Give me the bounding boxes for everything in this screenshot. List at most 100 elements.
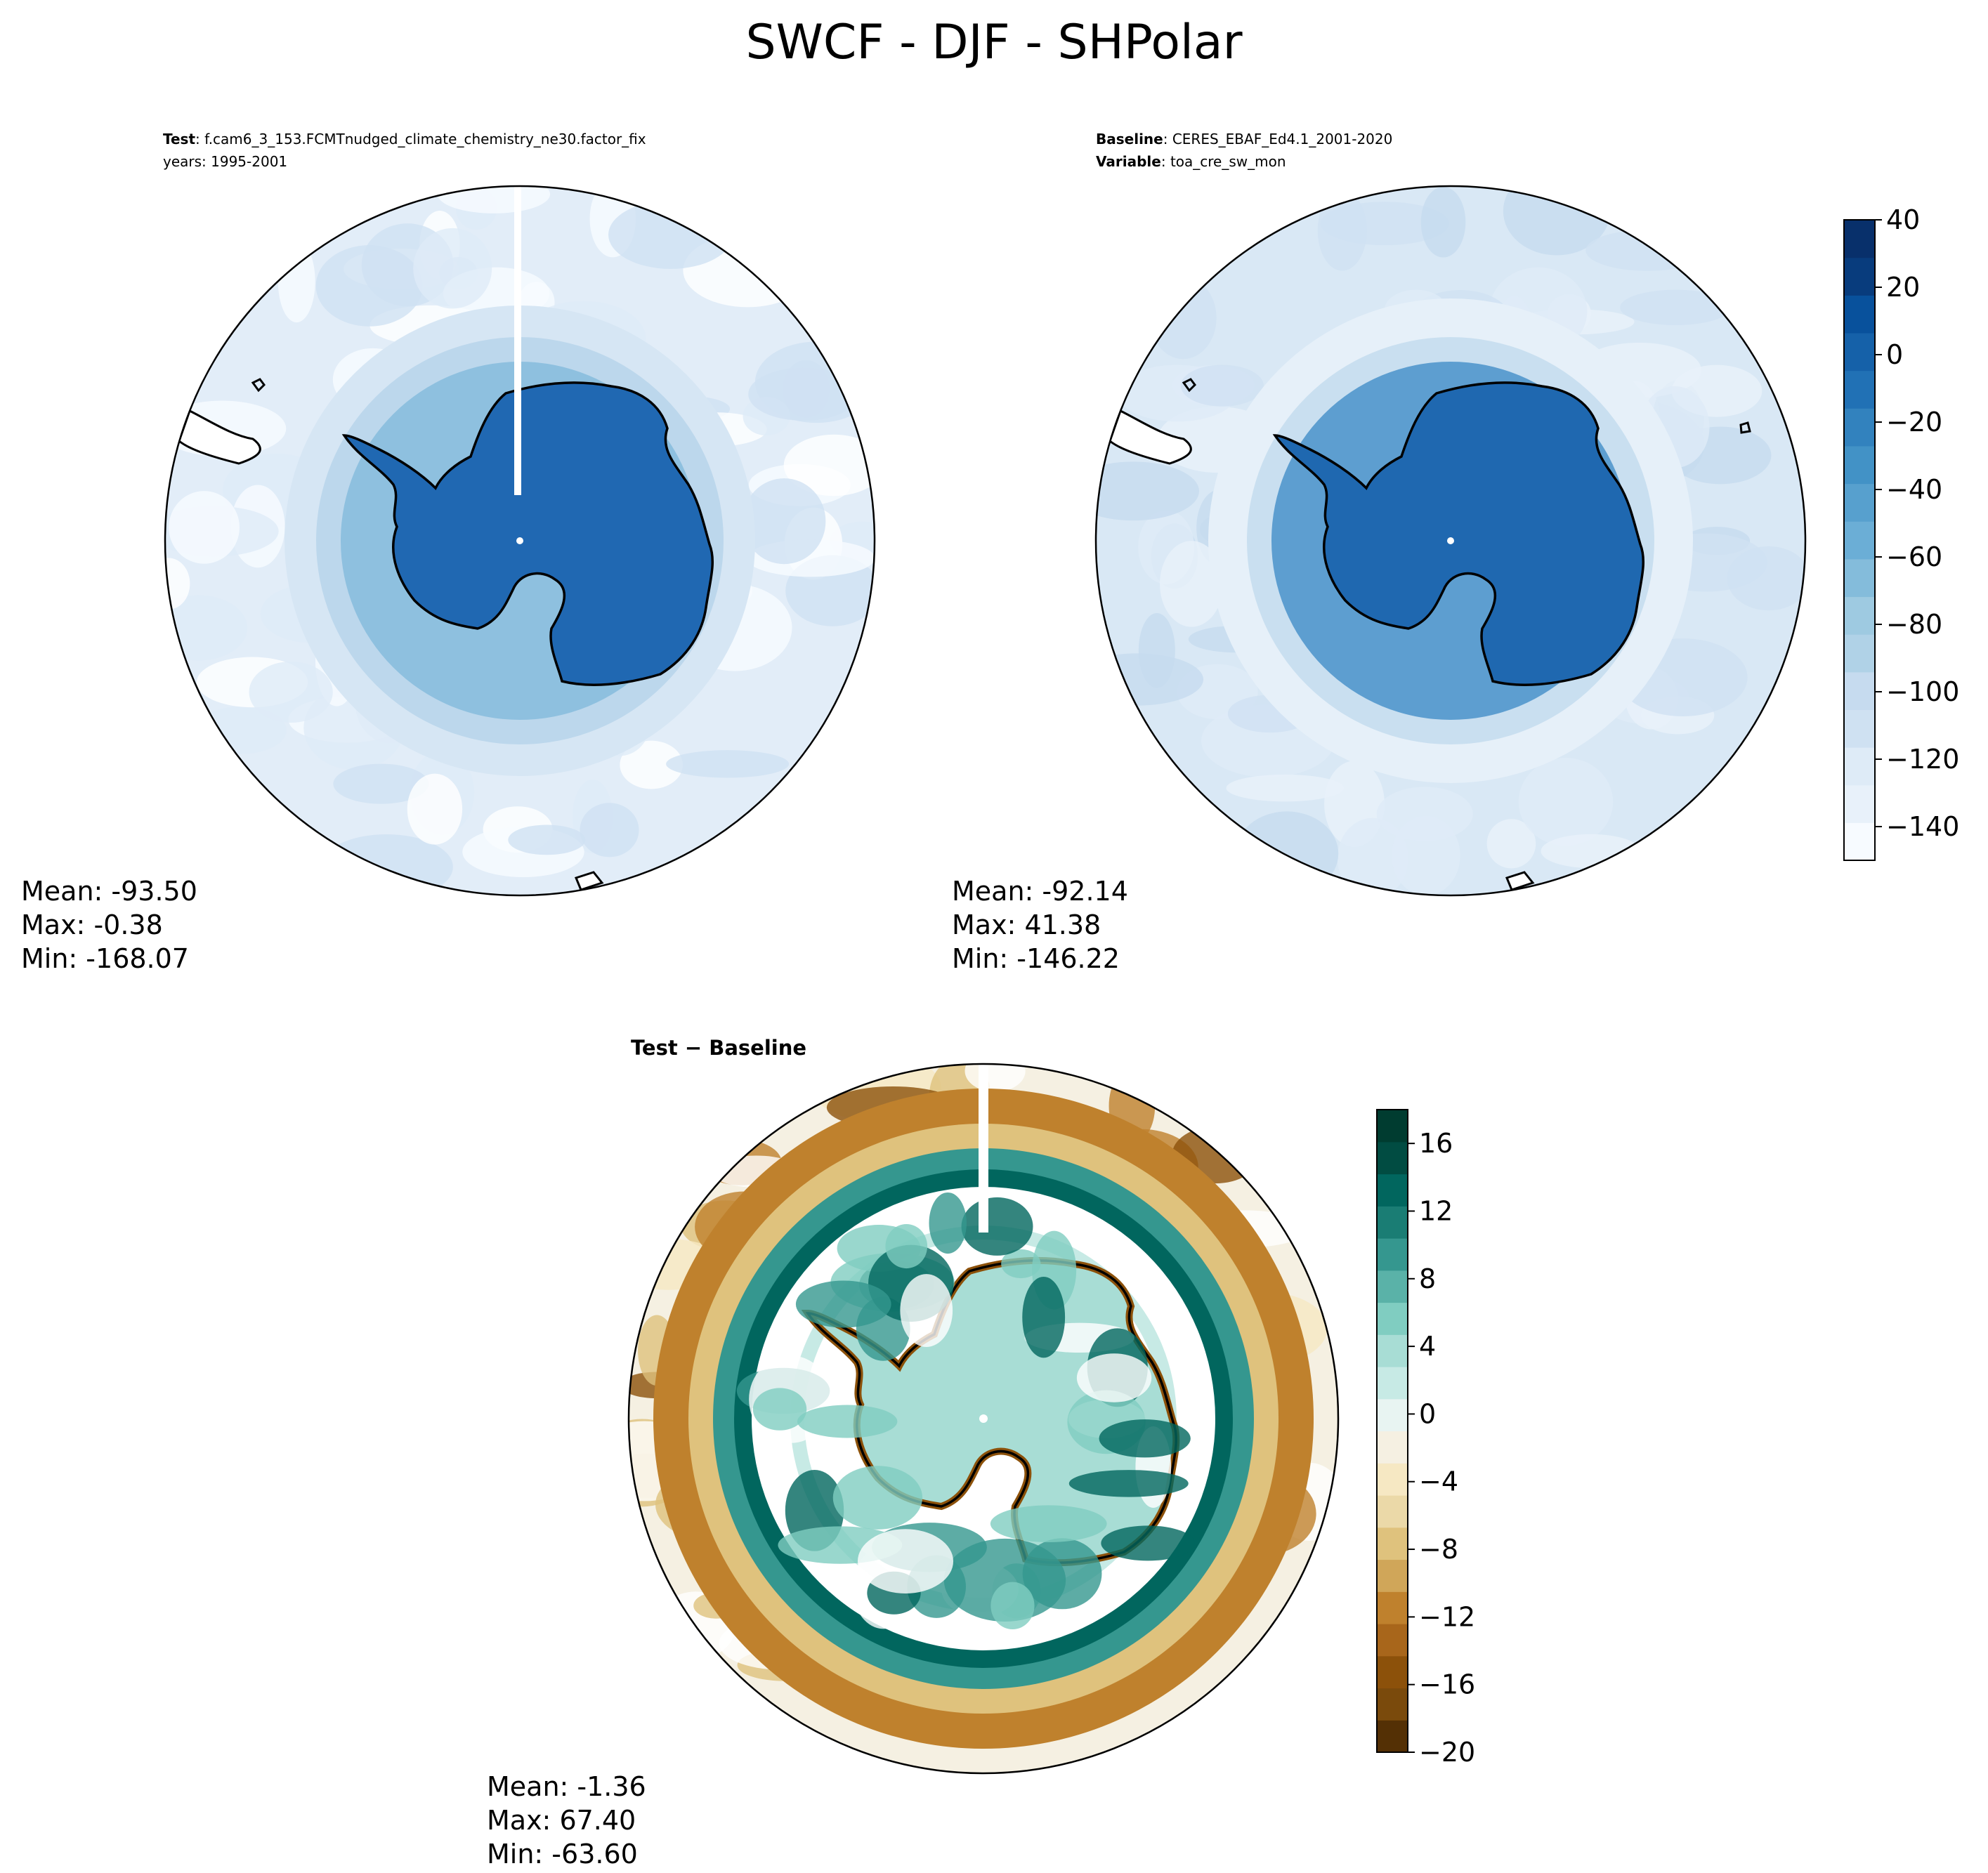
baseline-island-2: [1505, 871, 1535, 891]
swcf-colorbar-segment: [1844, 408, 1875, 447]
diff-colorbar-segments: [1377, 1110, 1408, 1753]
diff-colorbar-tick-label: −4: [1419, 1466, 1458, 1497]
test-contour-patch: [620, 740, 684, 789]
diff-anomaly-patch: [990, 1505, 1107, 1543]
baseline-contour-patch: [1518, 758, 1614, 846]
test-contour-patch: [413, 228, 492, 309]
figure-title: SWCF - DJF - SHPolar: [745, 15, 1242, 70]
diff-colorbar-tick-label: −8: [1419, 1534, 1458, 1565]
test-contour-patch: [315, 245, 423, 327]
swcf-colorbar-segment: [1844, 483, 1875, 522]
baseline-contour-patch: [1180, 364, 1264, 407]
diff-colorbar-tick-label: 4: [1419, 1331, 1436, 1362]
test-title-line-2: years: 1995-2001: [163, 153, 287, 170]
swcf-colorbar-segment: [1844, 558, 1875, 598]
diff-anomaly-patch: [1068, 1470, 1189, 1497]
diff-anomaly-patch: [1099, 1419, 1191, 1458]
diff-colorbar-segment: [1377, 1463, 1408, 1496]
test-pole-marker: [516, 537, 523, 544]
diff-missing-data-strip: [979, 1064, 988, 1233]
swcf-colorbar-tick-label: −20: [1886, 407, 1942, 438]
swcf-colorbar-segment: [1844, 596, 1875, 635]
test-contour-patch: [743, 478, 826, 565]
diff-anomaly-patch: [1001, 1249, 1041, 1279]
swcf-colorbar-segment: [1844, 709, 1875, 748]
test-panel-title: Test: f.cam6_3_153.FCMTnudged_climate_ch…: [163, 131, 646, 170]
diff-colorbar-segment: [1377, 1591, 1408, 1624]
test-contour-patch: [165, 595, 248, 661]
baseline-contour-patch: [1620, 289, 1732, 325]
swcf-colorbar: 40 20 0 −20 −40 −60 −80 −100 −120 −140: [1843, 204, 1959, 861]
test-stat-min: Min: -168.07: [21, 943, 189, 974]
test-contour-patch: [608, 200, 733, 269]
diff-anomaly-patch: [1022, 1276, 1066, 1358]
diff-stat-max: Max: 67.40: [487, 1805, 636, 1836]
diff-colorbar-segment: [1377, 1559, 1408, 1592]
diff-colorbar-segment: [1377, 1334, 1408, 1367]
swcf-colorbar-tick-label: 40: [1886, 204, 1920, 235]
baseline-stat-mean: Mean: -92.14: [952, 876, 1128, 907]
diff-colorbar-segment: [1377, 1367, 1408, 1400]
test-contour-patch: [748, 367, 859, 421]
swcf-colorbar-segment: [1844, 747, 1875, 786]
baseline-pole-marker: [1447, 537, 1454, 544]
test-contour-patch: [165, 558, 190, 610]
baseline-map: [1094, 185, 1807, 897]
swcf-colorbar-segment: [1844, 370, 1875, 409]
baseline-stat-max: Max: 41.38: [952, 909, 1101, 940]
swcf-colorbar-segment: [1844, 332, 1875, 372]
baseline-contour-patch: [1727, 546, 1805, 611]
diff-anomaly-patch: [961, 1197, 1033, 1256]
swcf-colorbar-segment: [1844, 220, 1875, 258]
test-contour-patch: [249, 661, 333, 723]
swcf-colorbar-segment: [1844, 445, 1875, 485]
diff-colorbar-segment: [1377, 1110, 1408, 1143]
diff-colorbar-frame: [1376, 1109, 1408, 1753]
diff-anomaly-patches: [736, 1192, 1195, 1630]
diff-colorbar-segment: [1377, 1527, 1408, 1560]
diff-panel-title: Test − Baseline: [631, 1036, 806, 1060]
test-missing-data-strip: [514, 186, 521, 495]
baseline-contour-patch: [1226, 774, 1345, 802]
diff-colorbar-segment: [1377, 1174, 1408, 1207]
test-island-1: [251, 378, 266, 393]
diff-anomaly-patch: [929, 1192, 967, 1254]
baseline-contour-patch: [1376, 787, 1473, 841]
diff-colorbar-segment: [1377, 1206, 1408, 1239]
diff-anomaly-patch: [857, 1529, 954, 1593]
test-contour-patch: [277, 240, 315, 323]
baseline-south-america-coast: [1109, 409, 1192, 465]
diff-colorbar-segment: [1377, 1720, 1408, 1753]
swcf-colorbar-tick-label: −100: [1886, 676, 1959, 707]
swcf-colorbar-segment: [1844, 295, 1875, 334]
diff-anomaly-patch: [943, 1538, 1066, 1622]
baseline-contour-patch: [1235, 811, 1339, 895]
diff-map: [627, 1063, 1340, 1775]
swcf-colorbar-tick-label: −80: [1886, 609, 1942, 640]
diff-colorbar-segment: [1377, 1238, 1408, 1271]
swcf-colorbar-segment: [1844, 822, 1875, 861]
diff-anomaly-patch: [752, 1388, 807, 1431]
diff-colorbar-tick-label: 8: [1419, 1263, 1436, 1294]
baseline-island-1: [1182, 378, 1196, 393]
test-island-2: [574, 871, 604, 891]
diff-colorbar-tick-label: −20: [1419, 1737, 1475, 1768]
baseline-panel-title: Baseline: CERES_EBAF_Ed4.1_2001-2020 Var…: [1096, 131, 1392, 170]
test-contour-patch: [508, 824, 586, 855]
baseline-contour-patch: [1541, 834, 1641, 869]
diff-colorbar-segment: [1377, 1655, 1408, 1689]
baseline-contour-patch: [1138, 612, 1175, 688]
diff-anomaly-patch: [990, 1582, 1035, 1630]
test-contour-patch: [580, 803, 639, 857]
test-stat-mean: Mean: -93.50: [21, 876, 197, 907]
baseline-contour-patch: [1420, 187, 1466, 258]
baseline-contour-patch: [1337, 817, 1408, 895]
baseline-title-line-2: Variable: toa_cre_sw_mon: [1096, 153, 1286, 170]
baseline-stats: Mean: -92.14 Max: 41.38 Min: -146.22: [952, 876, 1128, 974]
swcf-colorbar-segment: [1844, 521, 1875, 560]
diff-colorbar-tick-label: 0: [1419, 1398, 1436, 1429]
test-contour-patch: [333, 763, 429, 804]
test-title-line-1: Test: f.cam6_3_153.FCMTnudged_climate_ch…: [163, 131, 646, 147]
swcf-colorbar-tick-label: −120: [1886, 744, 1959, 775]
